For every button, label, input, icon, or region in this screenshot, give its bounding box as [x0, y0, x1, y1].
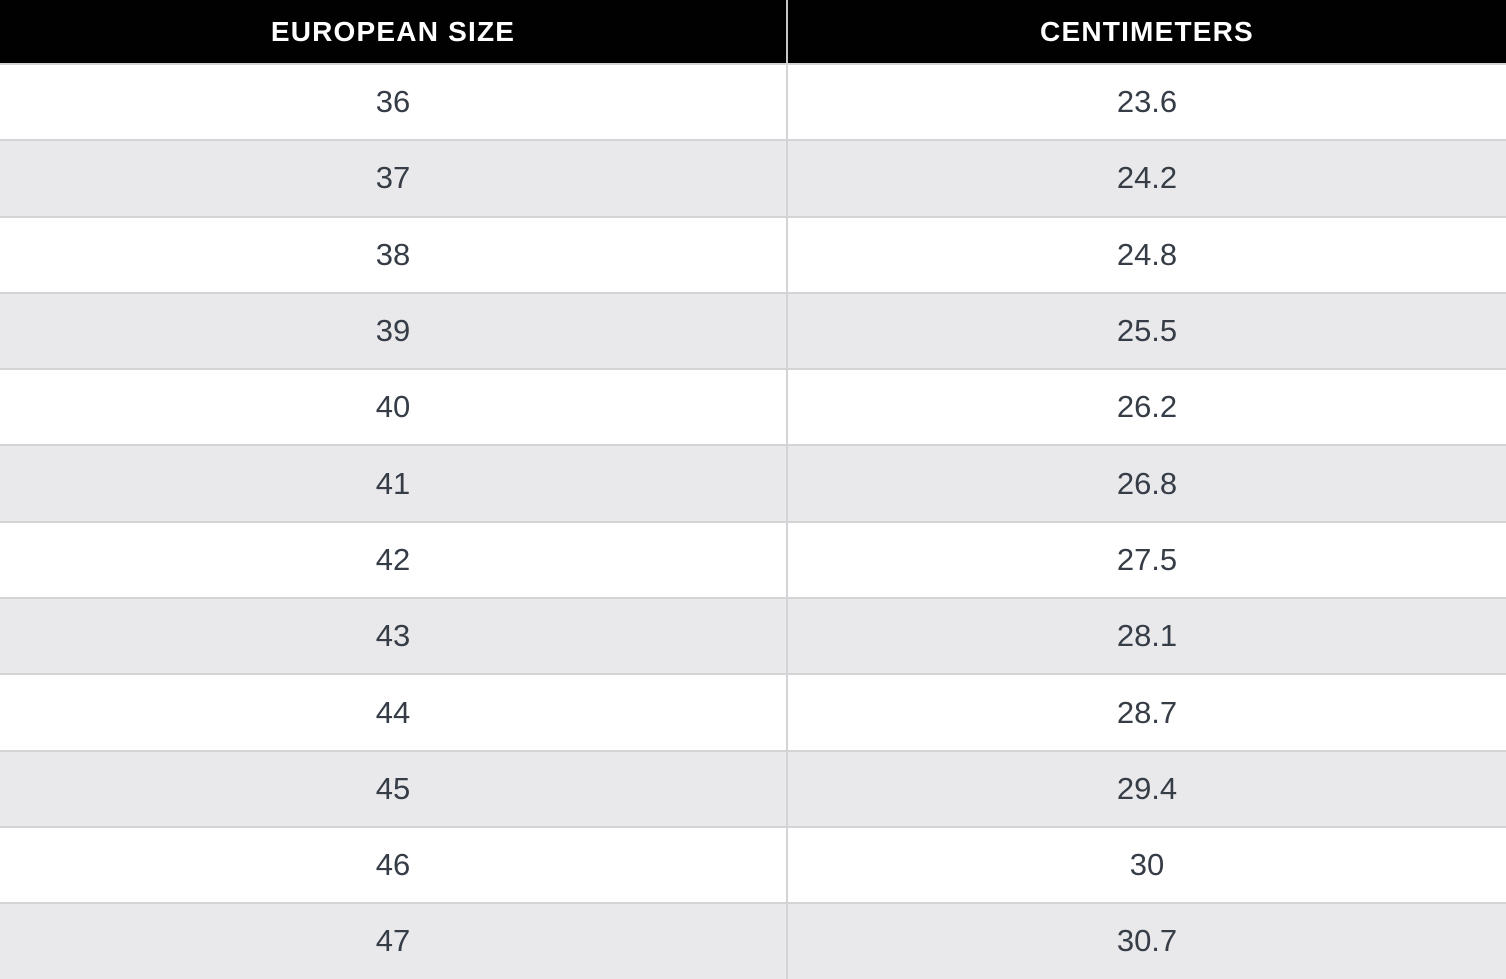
- table-row: 46 30: [0, 825, 1506, 903]
- table-row: 42 27.5: [0, 520, 1506, 598]
- european-size-cell: 44: [0, 673, 788, 750]
- centimeters-cell: 26.2: [788, 368, 1506, 445]
- table-header: EUROPEAN SIZE CENTIMETERS: [0, 0, 1506, 63]
- table-row: 38 24.8: [0, 215, 1506, 292]
- european-size-cell: 38: [0, 215, 788, 292]
- centimeters-cell: 27.5: [788, 520, 1506, 598]
- centimeters-cell: 24.8: [788, 215, 1506, 292]
- european-size-cell: 36: [0, 63, 788, 140]
- column-header-european-size: EUROPEAN SIZE: [0, 0, 788, 63]
- european-size-cell: 42: [0, 520, 788, 598]
- size-table-body: 36 23.6 37 24.2 38 24.8 39 25.5 40 26.2 41 26.8 42 27…: [0, 63, 1506, 979]
- centimeters-cell: 23.6: [788, 63, 1506, 140]
- centimeters-cell: 24.2: [788, 139, 1506, 216]
- european-size-cell: 37: [0, 139, 788, 216]
- table-row: 43 28.1: [0, 597, 1506, 674]
- centimeters-cell: 28.1: [788, 597, 1506, 674]
- european-size-cell: 45: [0, 749, 788, 826]
- centimeters-cell: 25.5: [788, 291, 1506, 369]
- european-size-cell: 47: [0, 902, 788, 979]
- centimeters-cell: 30: [788, 825, 1506, 903]
- centimeters-cell: 30.7: [788, 902, 1506, 979]
- european-size-cell: 43: [0, 597, 788, 674]
- european-size-cell: 46: [0, 825, 788, 903]
- table-row: 44 28.7: [0, 673, 1506, 750]
- table-row: 37 24.2: [0, 139, 1506, 216]
- header-row: EUROPEAN SIZE CENTIMETERS: [0, 0, 1506, 63]
- table-row: 45 29.4: [0, 749, 1506, 826]
- centimeters-cell: 26.8: [788, 444, 1506, 521]
- european-size-cell: 39: [0, 291, 788, 369]
- european-size-cell: 41: [0, 444, 788, 521]
- table-row: 47 30.7: [0, 902, 1506, 979]
- table-row: 36 23.6: [0, 63, 1506, 140]
- table-row: 40 26.2: [0, 368, 1506, 445]
- column-header-centimeters: CENTIMETERS: [788, 0, 1506, 63]
- european-size-cell: 40: [0, 368, 788, 445]
- centimeters-cell: 29.4: [788, 749, 1506, 826]
- centimeters-cell: 28.7: [788, 673, 1506, 750]
- table-row: 41 26.8: [0, 444, 1506, 521]
- table-row: 39 25.5: [0, 291, 1506, 369]
